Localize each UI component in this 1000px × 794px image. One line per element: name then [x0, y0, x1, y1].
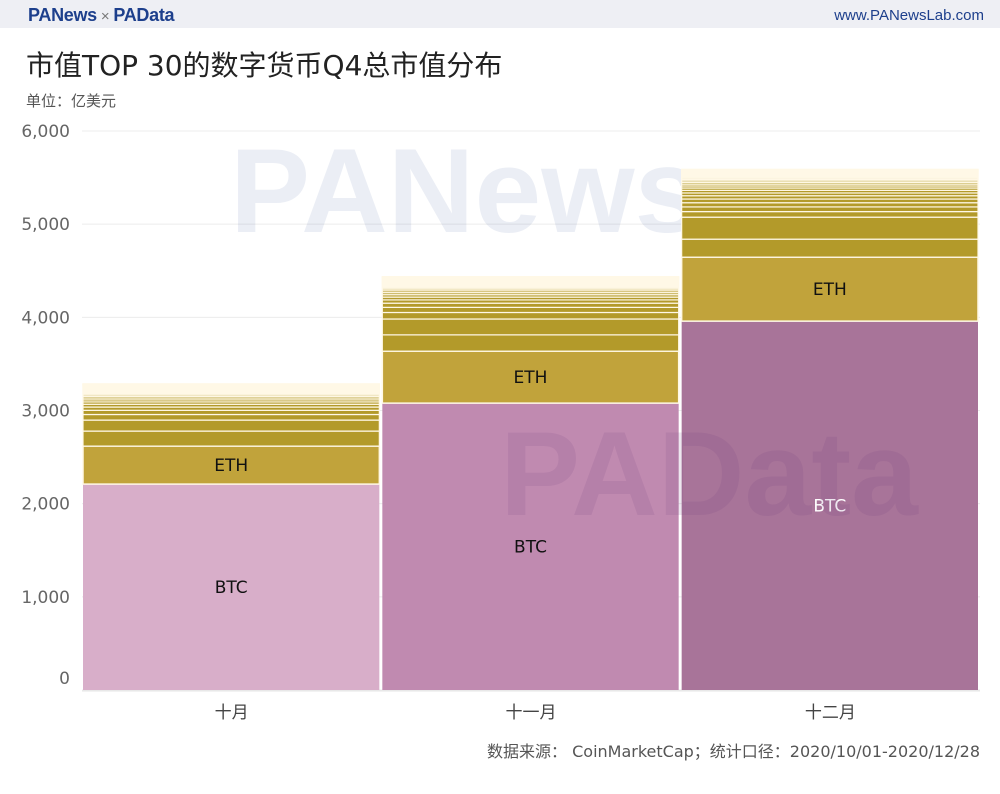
bar-label-btc: BTC — [215, 578, 248, 598]
bar-other-coin — [381, 334, 680, 352]
y-tick-label: 4,000 — [21, 308, 70, 328]
bar-other-coin — [681, 210, 979, 218]
x-tick-label: 十二月 — [805, 703, 856, 723]
watermark-panews: PANews — [230, 124, 701, 258]
bar-btc — [83, 484, 380, 690]
bar-btc — [681, 321, 978, 690]
bar-other-coin — [82, 409, 380, 416]
bar-other-coin — [681, 206, 979, 213]
bar-other-coin — [381, 311, 680, 320]
y-tick-label: 5,000 — [21, 215, 70, 235]
y-tick-label: 2,000 — [21, 495, 70, 515]
x-tick-label: 十一月 — [506, 703, 557, 723]
site-url: www.PANewsLab.com — [834, 7, 984, 24]
bar-other-coin — [381, 306, 680, 314]
y-tick-label: 1,000 — [21, 588, 70, 608]
bar-eth — [680, 256, 979, 322]
data-source: 数据来源： CoinMarketCap；统计口径：2020/10/01-2020… — [487, 742, 980, 761]
x-tick-label: 十月 — [215, 703, 249, 723]
bar-other-coin — [681, 238, 979, 258]
bar-other-coin — [681, 168, 979, 171]
bar-other-coin — [681, 202, 979, 208]
bar-label-btc: BTC — [813, 497, 846, 517]
brand-panews: PANews — [28, 5, 97, 25]
bar-other-coin — [82, 413, 380, 421]
watermark-padata: PAData — [500, 407, 919, 541]
bar-btc — [382, 403, 679, 690]
brand-separator: × — [100, 8, 110, 25]
bar-label-eth: ETH — [813, 280, 847, 300]
chart-unit: 单位：亿美元 — [26, 92, 117, 110]
top-banner: PANews × PAData www.PANewsLab.com — [0, 0, 1000, 28]
bar-label-eth: ETH — [514, 368, 548, 388]
bar-label-eth: ETH — [214, 456, 248, 476]
bar-other-coin — [381, 318, 680, 336]
y-tick-label: 0 — [59, 669, 70, 689]
chart-title: 市值TOP 30的数字货币Q4总市值分布 — [26, 49, 503, 82]
bar-other-coin — [82, 383, 380, 385]
bar-eth — [381, 350, 680, 404]
bar-other-coin — [82, 430, 380, 447]
bar-other-coin — [381, 302, 680, 308]
y-tick-label: 3,000 — [21, 402, 70, 422]
bar-eth — [82, 445, 381, 485]
bar-other-coin — [381, 276, 680, 278]
brand-padata: PAData — [113, 5, 175, 25]
brand-logo: PANews × PAData — [28, 5, 175, 26]
bar-label-btc: BTC — [514, 538, 547, 558]
bar-other-coin — [82, 419, 380, 432]
y-tick-label: 6,000 — [21, 122, 70, 142]
bar-other-coin — [681, 216, 979, 240]
